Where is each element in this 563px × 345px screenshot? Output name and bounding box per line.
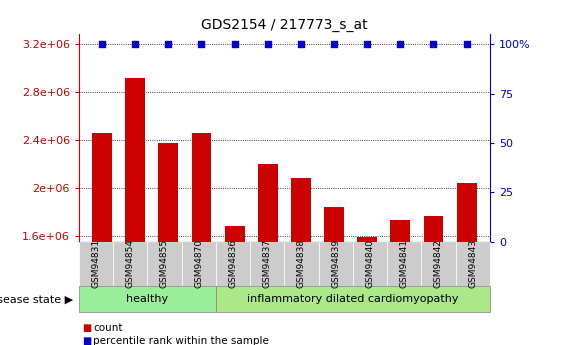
- Text: percentile rank within the sample: percentile rank within the sample: [93, 336, 269, 345]
- Point: [462, 42, 471, 47]
- Point: [429, 42, 438, 47]
- Text: ■: ■: [82, 323, 91, 333]
- Bar: [457, 183, 476, 345]
- Title: GDS2154 / 217773_s_at: GDS2154 / 217773_s_at: [201, 18, 368, 32]
- Text: GSM94854: GSM94854: [126, 239, 135, 288]
- Point: [131, 42, 140, 47]
- Bar: [92, 132, 112, 345]
- Point: [164, 42, 173, 47]
- Text: GSM94855: GSM94855: [160, 239, 169, 288]
- Text: ■: ■: [82, 336, 91, 345]
- Point: [329, 42, 338, 47]
- Text: GSM94841: GSM94841: [400, 239, 409, 288]
- Point: [363, 42, 372, 47]
- Bar: [158, 144, 178, 345]
- Text: healthy: healthy: [126, 294, 168, 304]
- Point: [197, 42, 206, 47]
- Bar: [324, 207, 344, 345]
- Text: GSM94843: GSM94843: [468, 239, 477, 288]
- Text: GSM94837: GSM94837: [263, 239, 272, 288]
- Bar: [390, 220, 410, 345]
- Text: inflammatory dilated cardiomyopathy: inflammatory dilated cardiomyopathy: [247, 294, 458, 304]
- Bar: [258, 164, 278, 345]
- Point: [396, 42, 405, 47]
- Point: [263, 42, 272, 47]
- Text: GSM94842: GSM94842: [434, 239, 443, 288]
- Text: GSM94839: GSM94839: [331, 239, 340, 288]
- Text: disease state ▶: disease state ▶: [0, 294, 73, 304]
- Text: count: count: [93, 323, 122, 333]
- Point: [296, 42, 305, 47]
- Bar: [423, 216, 444, 345]
- Text: GSM94836: GSM94836: [229, 239, 238, 288]
- Text: GSM94840: GSM94840: [365, 239, 374, 288]
- Text: GSM94838: GSM94838: [297, 239, 306, 288]
- Point: [230, 42, 239, 47]
- Bar: [225, 226, 244, 345]
- Bar: [358, 237, 377, 345]
- Text: GSM94831: GSM94831: [91, 239, 100, 288]
- Bar: [191, 132, 211, 345]
- Text: GSM94870: GSM94870: [194, 239, 203, 288]
- Bar: [125, 78, 145, 345]
- Point: [97, 42, 106, 47]
- Bar: [291, 178, 311, 345]
